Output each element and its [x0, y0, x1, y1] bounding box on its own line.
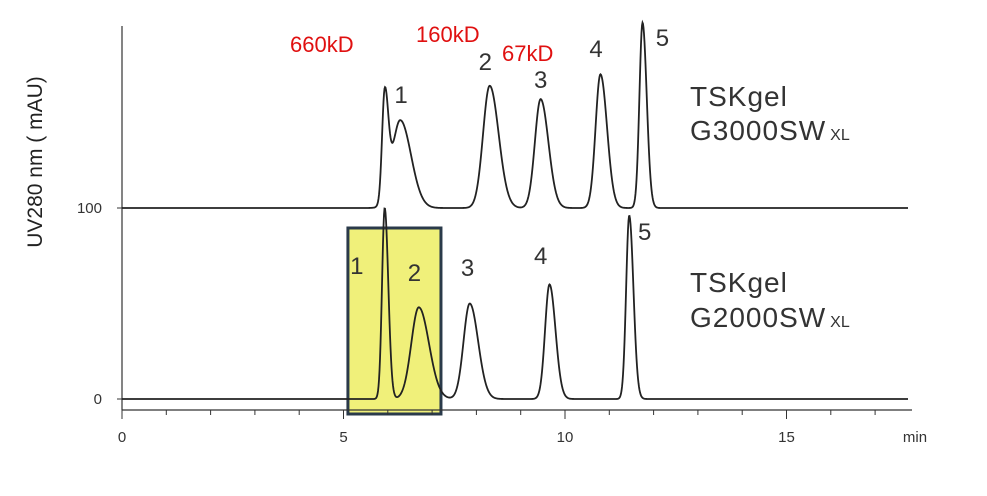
x-tick-label: 5 — [339, 429, 347, 446]
column-name: TSKgel — [690, 81, 788, 112]
peak-label: 1 — [394, 82, 407, 109]
peak-label: 3 — [461, 255, 474, 282]
column-name: TSKgel — [690, 267, 788, 298]
trace-g3000 — [122, 19, 908, 209]
y-axis-label: UV280 nm ( mAU) — [24, 76, 47, 248]
peak-label: 4 — [589, 36, 602, 63]
traces — [122, 19, 908, 400]
peak-label: 1 — [350, 253, 363, 280]
trace-g2000 — [122, 207, 908, 400]
x-tick-label: 15 — [778, 429, 795, 446]
column-model-suffix: XL — [830, 314, 850, 331]
mw-annotation: 67kD — [502, 41, 553, 66]
peak-label: 4 — [534, 243, 547, 270]
mw-annotation: 660kD — [290, 32, 354, 57]
x-axis-unit: min — [903, 429, 927, 446]
y-tick-label: 0 — [94, 391, 102, 408]
column-model: G3000SW — [690, 115, 826, 146]
peak-label: 3 — [534, 67, 547, 94]
peak-label: 2 — [479, 49, 492, 76]
mw-annotation: 160kD — [416, 22, 480, 47]
peak-label: 2 — [408, 260, 421, 287]
peak-label: 5 — [656, 25, 669, 52]
column-model: G2000SW — [690, 302, 826, 333]
y-tick-label: 100 — [77, 200, 102, 217]
peak-label: 5 — [638, 219, 651, 246]
x-tick-label: 10 — [557, 429, 574, 446]
column-model-suffix: XL — [830, 127, 850, 144]
x-tick-label: 0 — [118, 429, 126, 446]
